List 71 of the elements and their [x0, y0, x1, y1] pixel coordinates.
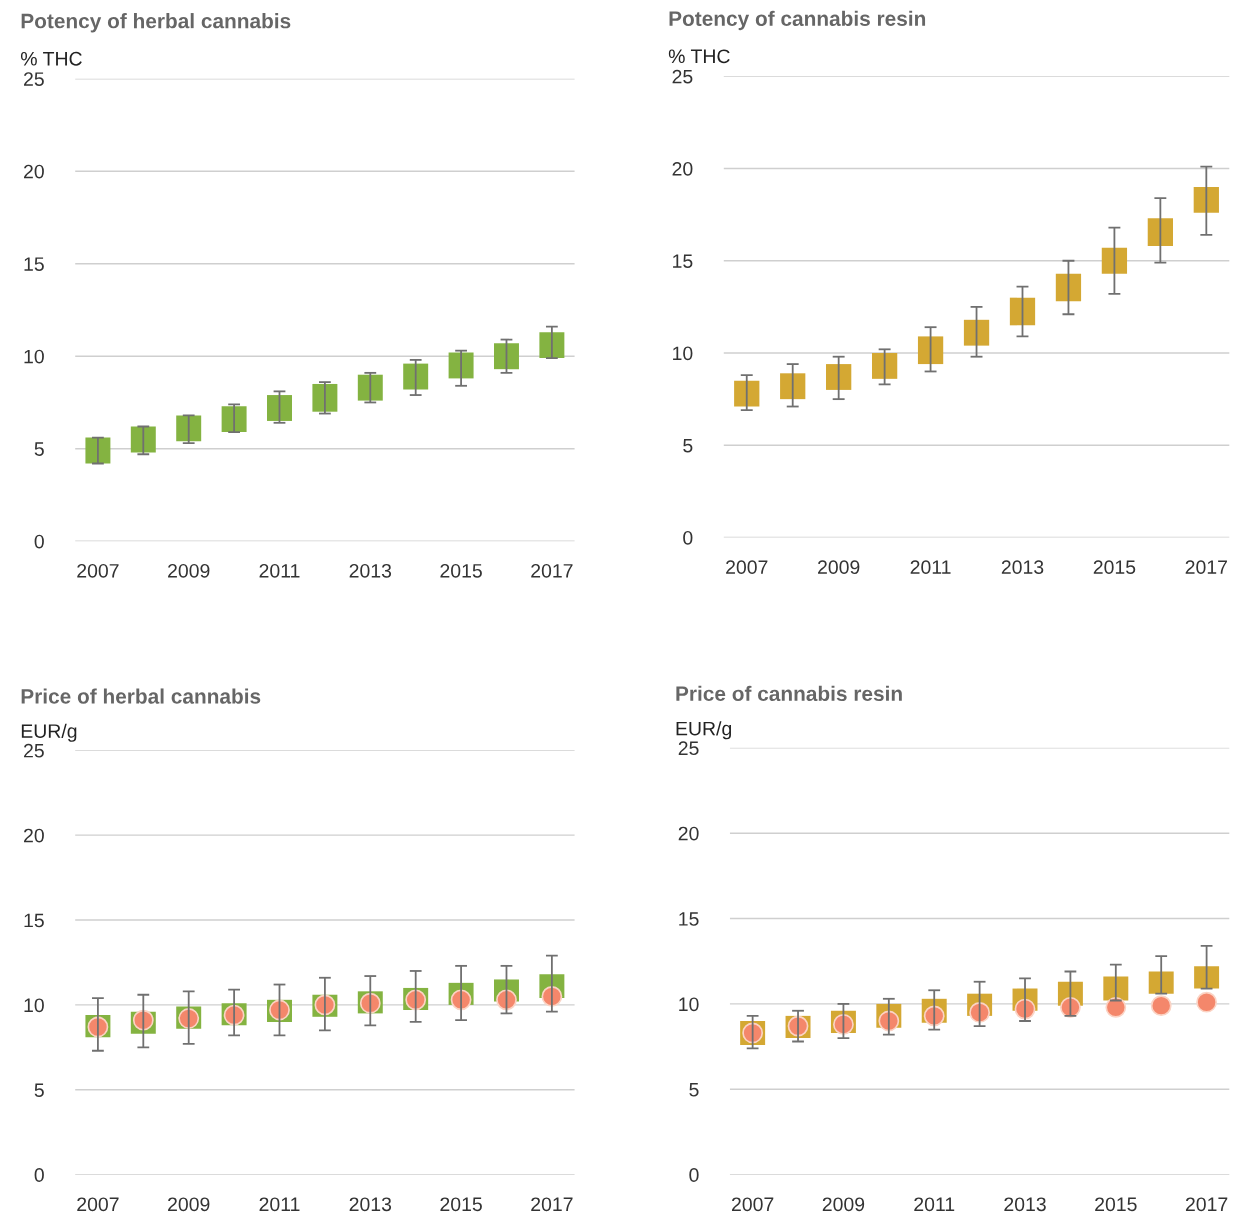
candlestick: [826, 355, 852, 401]
y-tick-label: 25: [672, 69, 693, 84]
y-tick-label: 25: [24, 743, 44, 758]
y-tick-label: 5: [34, 1083, 44, 1098]
x-tick-label: 2013: [1004, 1197, 1046, 1212]
x-tick-label: 2015: [440, 563, 482, 578]
y-tick-label: 25: [678, 741, 699, 756]
x-tick-label: 2015: [1093, 560, 1136, 575]
y-tick-label: 10: [24, 349, 44, 364]
x-tick-label: 2011: [910, 560, 951, 575]
y-axis-title: % THC: [668, 49, 730, 64]
x-tick-label: 2017: [531, 1197, 573, 1212]
x-tick-label: 2017: [531, 563, 573, 578]
x-tick-label: 2009: [818, 560, 860, 575]
point: [1196, 991, 1218, 1013]
candlestick: [267, 390, 292, 424]
candlestick: [963, 305, 990, 358]
candlestick: [871, 348, 898, 386]
candlestick: [221, 403, 247, 433]
y-tick-label: 20: [24, 828, 44, 843]
y-axis-title: % THC: [20, 51, 82, 66]
candlestick: [1193, 165, 1219, 236]
x-tick-label: 2017: [1185, 560, 1227, 575]
chart-title: Potency of cannabis resin: [669, 10, 926, 31]
x-tick-label: 2007: [726, 560, 768, 575]
y-tick-label: 5: [689, 1082, 699, 1097]
y-tick-label: 15: [679, 912, 699, 926]
x-tick-label: 2015: [1095, 1197, 1137, 1212]
x-tick-label: 2013: [349, 1197, 392, 1212]
y-tick-label: 5: [683, 438, 693, 453]
x-tick-label: 2007: [77, 1197, 119, 1212]
y-tick-label: 15: [673, 254, 693, 268]
point: [1105, 996, 1127, 1018]
candlestick: [734, 374, 760, 412]
x-tick-label: 2011: [259, 1197, 300, 1212]
y-tick-label: 0: [683, 530, 693, 545]
y-tick-label: 0: [34, 534, 44, 549]
x-tick-label: 2011: [259, 563, 300, 578]
candlestick: [1147, 197, 1173, 264]
y-tick-label: 15: [24, 257, 44, 271]
y-tick-label: 20: [24, 164, 44, 179]
chart-title: Potency of herbal cannabis: [21, 13, 291, 33]
x-tick-label: 2009: [168, 563, 210, 578]
candlestick: [1148, 955, 1174, 995]
y-tick-label: 10: [24, 998, 44, 1013]
y-tick-label: 10: [673, 346, 693, 361]
candlestick: [403, 359, 429, 396]
y-tick-label: 20: [672, 161, 693, 176]
x-tick-label: 2009: [822, 1197, 865, 1212]
x-tick-label: 2013: [1001, 560, 1044, 575]
y-axis-title: EUR/g: [676, 721, 732, 740]
x-tick-label: 2009: [168, 1197, 210, 1212]
y-tick-label: 0: [689, 1168, 699, 1182]
x-tick-label: 2011: [914, 1197, 955, 1212]
x-tick-label: 2007: [731, 1197, 774, 1212]
candlestick: [1055, 259, 1082, 316]
y-tick-label: 5: [34, 442, 44, 456]
y-tick-label: 20: [678, 826, 699, 841]
y-tick-label: 0: [34, 1168, 44, 1182]
x-tick-label: 2007: [77, 563, 119, 578]
chart-title: Price of herbal cannabis: [21, 688, 261, 704]
y-axis-title: EUR/g: [21, 723, 77, 742]
chart-title: Price of cannabis resin: [676, 685, 902, 702]
x-tick-label: 2013: [349, 563, 392, 578]
y-tick-label: 10: [679, 997, 699, 1012]
point: [1150, 995, 1172, 1017]
y-tick-label: 15: [24, 913, 44, 928]
x-tick-label: 2015: [440, 1197, 482, 1212]
x-tick-label: 2017: [1185, 1197, 1228, 1212]
y-tick-label: 25: [24, 72, 44, 86]
candlestick: [539, 325, 565, 359]
